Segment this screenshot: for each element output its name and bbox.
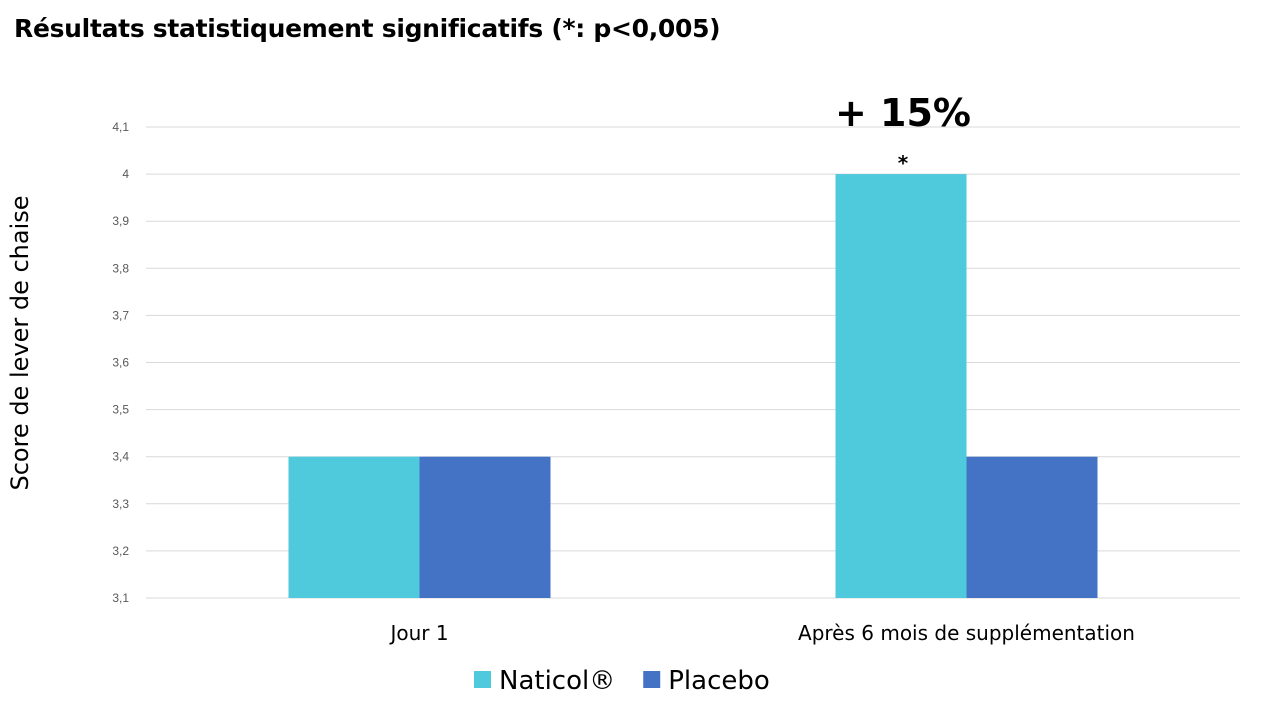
- y-tick-label: 3,1: [112, 591, 129, 605]
- y-tick-label: 3,4: [112, 450, 129, 464]
- legend-label-naticol: Naticol®: [499, 666, 615, 696]
- x-category-label: Jour 1: [388, 621, 448, 645]
- legend-label-placebo: Placebo: [668, 666, 770, 696]
- legend-swatch-placebo: [643, 671, 661, 688]
- y-tick-label: 3,5: [112, 403, 129, 417]
- x-category-label: Après 6 mois de supplémentation: [798, 621, 1135, 645]
- y-tick-label: 3,2: [112, 544, 129, 558]
- annotation-percent: + 15%: [835, 91, 971, 135]
- y-tick-label: 4: [122, 167, 129, 181]
- y-axis-label: Score de lever de chaise: [6, 195, 34, 490]
- legend: Naticol® Placebo: [474, 666, 770, 696]
- bar-placebo-1: [966, 456, 1098, 598]
- y-tick-label: 3,6: [112, 356, 129, 370]
- x-axis-categories: Jour 1 Après 6 mois de supplémentation: [388, 621, 1135, 645]
- y-tick-label: 3,3: [112, 497, 129, 511]
- bar-naticol-0: [288, 456, 420, 598]
- annotation-significance-marker: *: [898, 151, 909, 175]
- chart-title: Résultats statistiquement significatifs …: [14, 14, 721, 43]
- y-tick-label: 3,8: [112, 261, 129, 275]
- y-tick-label: 3,7: [112, 308, 129, 322]
- y-axis-ticks: 3,1 3,2 3,3 3,4 3,5 3,6 3,7 3,8 3,9 4 4,1: [112, 120, 129, 605]
- bar-naticol-1: [835, 174, 967, 598]
- legend-swatch-naticol: [474, 671, 491, 688]
- y-tick-label: 4,1: [112, 120, 129, 134]
- annotations: + 15% *: [835, 91, 971, 175]
- bars: [288, 174, 1098, 598]
- y-tick-label: 3,9: [112, 214, 129, 228]
- bar-placebo-0: [419, 456, 551, 598]
